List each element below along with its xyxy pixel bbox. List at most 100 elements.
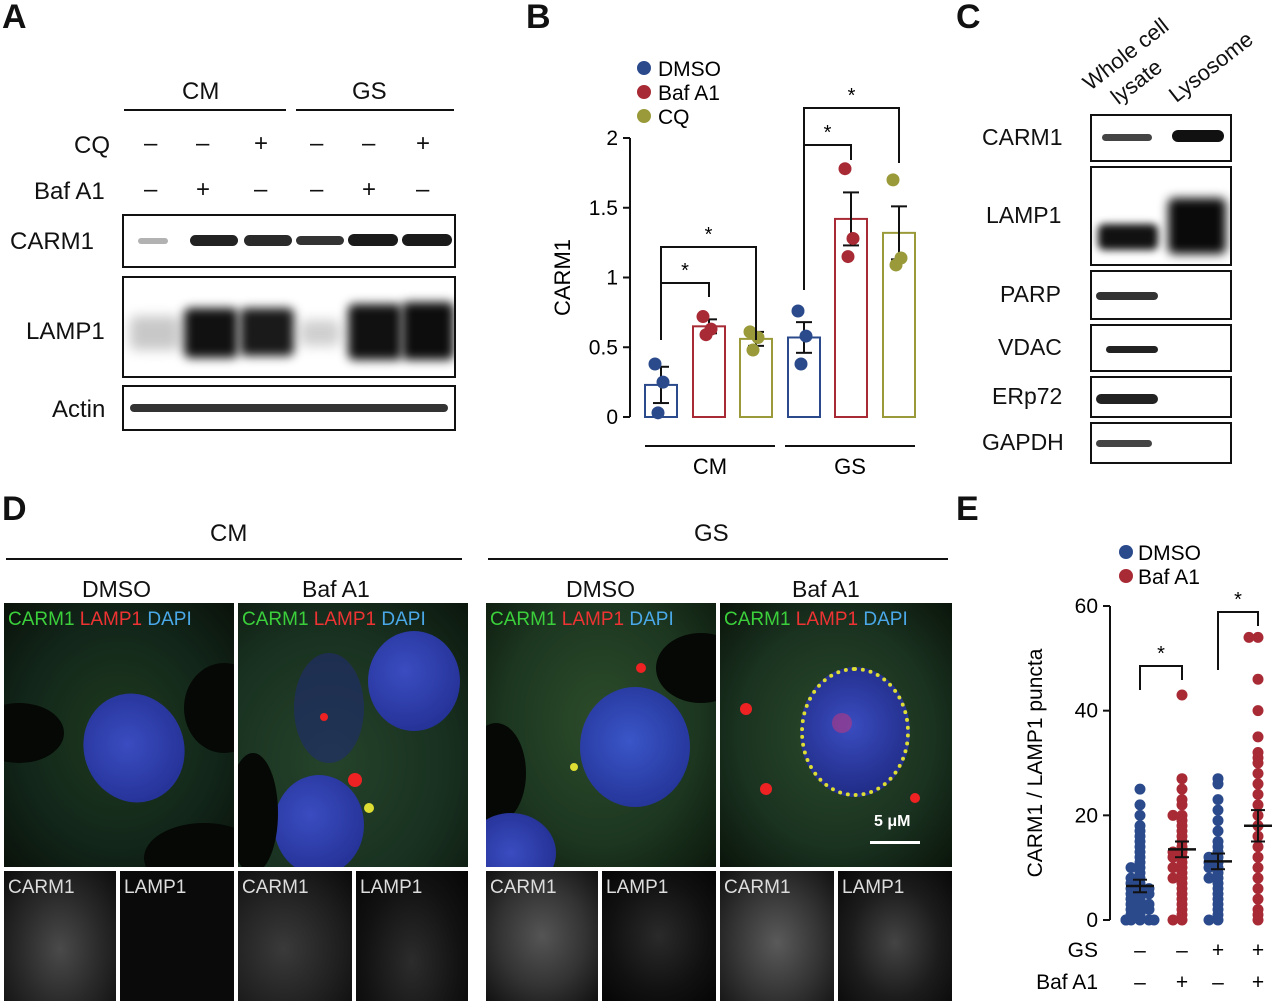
- data-point: [1134, 783, 1146, 795]
- panel-a-cq-label: CQ: [74, 132, 110, 159]
- y-tick-label: 1.5: [589, 197, 618, 220]
- sig-star: *: [1234, 589, 1242, 611]
- gray-gs-dmso-lamp1: LAMP1: [602, 871, 716, 1001]
- x-sign: +: [1252, 971, 1264, 994]
- panel-c-letter: C: [956, 0, 981, 36]
- data-point: [1252, 799, 1264, 811]
- panel-a-sign: –: [144, 130, 158, 157]
- data-point: [1125, 872, 1137, 884]
- panel-a-carm1-label: CARM1: [10, 228, 95, 255]
- data-point: [1252, 778, 1264, 790]
- group-label: GS: [834, 454, 866, 479]
- x-sign: –: [1134, 939, 1146, 962]
- panel-c-label-carm1: CARM1: [982, 124, 1063, 150]
- legend-dot: [637, 61, 651, 75]
- data-point: [1252, 841, 1264, 853]
- gray-cm-dmso-lamp1: LAMP1: [120, 871, 234, 1001]
- data-point: [794, 357, 808, 371]
- y-axis-label: CARM1 / LAMP1 puncta: [1024, 648, 1047, 877]
- sig-bracket: [803, 107, 900, 290]
- legend-label: Baf A1: [658, 82, 720, 105]
- data-point: [1252, 883, 1264, 895]
- panel-a-sign: –: [254, 176, 268, 203]
- data-point: [1212, 804, 1224, 816]
- data-point: [1203, 872, 1215, 884]
- x-row-label: GS: [1068, 939, 1098, 962]
- micrograph-cm-baf: CARM1 LAMP1 DAPI: [238, 603, 468, 867]
- data-point: [1134, 809, 1146, 821]
- panel-d-letter: D: [2, 490, 27, 528]
- panel-c-label-erp72: ERp72: [992, 383, 1063, 409]
- panel-a-sign: –: [144, 176, 158, 203]
- data-point: [1252, 893, 1264, 905]
- gray-gs-baf-lamp1: LAMP1: [838, 871, 952, 1001]
- panel-a-group-gs: GS: [352, 78, 387, 105]
- data-point: [1176, 783, 1188, 795]
- panel-a-sign: +: [254, 130, 269, 157]
- data-point: [1212, 815, 1224, 827]
- panel-c-blot-erp72: [1090, 376, 1232, 418]
- panel-d-cond-3: DMSO: [566, 576, 635, 602]
- panel-a-baf-label: Baf A1: [34, 178, 105, 205]
- panel-c-blot-vdac: [1090, 324, 1232, 372]
- y-tick-label: 60: [1075, 595, 1098, 618]
- x-sign: +: [1252, 939, 1264, 962]
- legend-dot: [1119, 569, 1133, 583]
- panel-a-actin-blot: [122, 385, 456, 431]
- sig-star: *: [681, 260, 689, 282]
- panel-d-cm-line: [6, 558, 462, 560]
- panel-a-sign: +: [362, 176, 377, 203]
- data-point: [1176, 689, 1188, 701]
- sig-star: *: [824, 122, 832, 144]
- data-point: [1212, 773, 1224, 785]
- sig-star: *: [705, 224, 713, 246]
- panel-d-gs-line: [488, 558, 948, 560]
- panel-a-carm1-blot: [122, 214, 456, 268]
- gray-cm-baf-lamp1: LAMP1: [356, 871, 468, 1001]
- panel-c-blot-gapdh: [1090, 422, 1232, 464]
- group-label: CM: [693, 454, 727, 479]
- legend-label: Baf A1: [1138, 566, 1200, 589]
- panel-a-group-cm: CM: [182, 78, 220, 105]
- y-tick-label: 0.5: [589, 336, 618, 359]
- data-point: [1167, 862, 1179, 874]
- x-sign: +: [1176, 971, 1188, 994]
- panel-c-label-gapdh: GAPDH: [982, 429, 1064, 455]
- sig-bracket: [1217, 611, 1259, 670]
- panel-d-group-cm: CM: [210, 520, 248, 547]
- y-tick-label: 0: [1086, 909, 1098, 932]
- panel-e-letter: E: [956, 490, 979, 528]
- panel-a-actin-label: Actin: [52, 396, 106, 423]
- sig-star: *: [848, 85, 856, 107]
- legend-label: DMSO: [658, 58, 721, 81]
- data-point: [1252, 767, 1264, 779]
- sig-bracket: [660, 246, 757, 340]
- legend-label: DMSO: [1138, 542, 1201, 565]
- panel-c-blot-carm1: [1090, 114, 1232, 162]
- data-point: [1134, 820, 1146, 832]
- data-point: [1252, 904, 1264, 916]
- data-point: [886, 173, 900, 187]
- panel-d-group-gs: GS: [694, 520, 729, 547]
- data-point: [1252, 731, 1264, 743]
- panel-c-blot-parp: [1090, 270, 1232, 320]
- panel-a-lamp1-label: LAMP1: [26, 318, 105, 345]
- y-tick-label: 0: [606, 406, 618, 429]
- data-point: [1148, 914, 1160, 926]
- y-tick-label: 40: [1075, 700, 1098, 723]
- legend-dot: [1119, 545, 1133, 559]
- data-point: [1243, 631, 1255, 643]
- data-point: [751, 330, 765, 344]
- scale-bar: [870, 841, 920, 844]
- sig-star: *: [1157, 643, 1165, 665]
- sig-bracket: [1139, 665, 1183, 690]
- panel-a-gs-line: [296, 109, 454, 111]
- panel-a-sign: +: [416, 130, 431, 157]
- panel-d-cond-1: DMSO: [82, 576, 151, 602]
- data-point: [1212, 836, 1224, 847]
- panel-a-sign: –: [416, 176, 430, 203]
- gray-gs-baf-carm1: CARM1: [720, 871, 834, 1001]
- panel-a-cm-line: [124, 109, 286, 111]
- panel-c-blot-lamp1: [1090, 166, 1232, 266]
- panel-c-label-vdac: VDAC: [998, 334, 1062, 360]
